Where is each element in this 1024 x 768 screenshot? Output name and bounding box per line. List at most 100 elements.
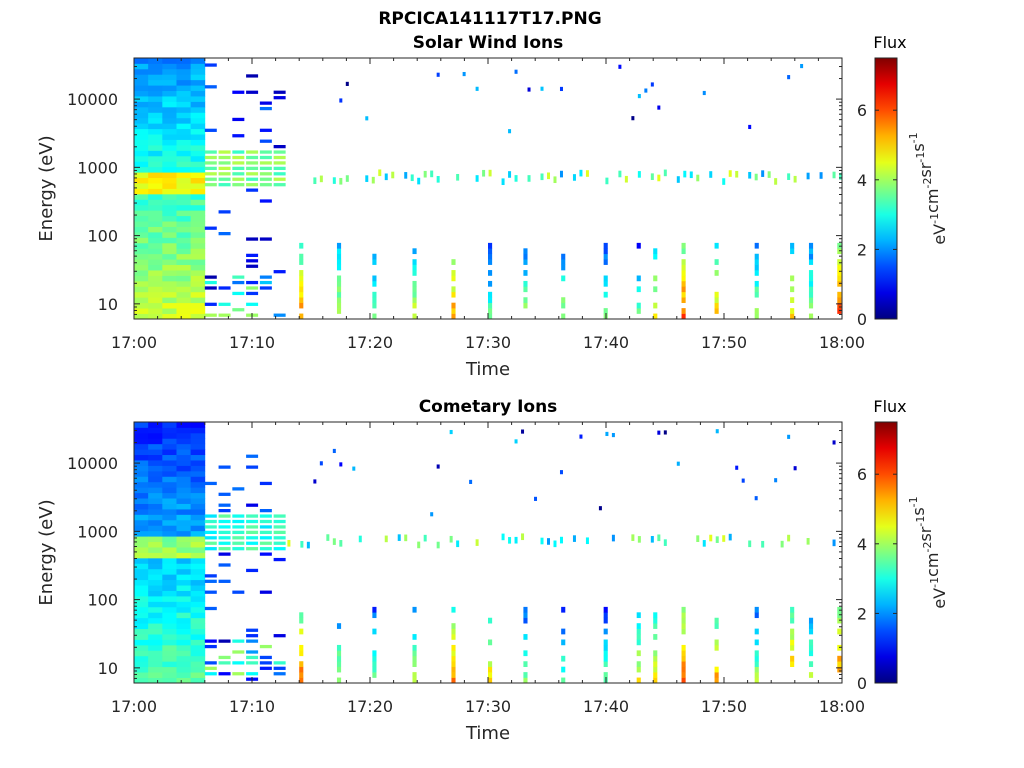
spectrogram-cell [808,617,814,624]
spectrogram-cell [605,177,609,185]
spectrogram-cell [148,139,163,146]
spectrogram-cell [148,644,163,651]
spectrogram-cell [246,541,259,545]
spectrogram-cell [246,519,259,524]
spectrogram-cell [190,509,206,515]
spectrogram-cell [657,105,661,110]
spectrogram-cell [653,677,658,683]
spectrogram-cell [176,286,192,293]
spectrogram-cell [176,650,192,657]
spectrogram-cell [134,150,149,157]
spectrogram-cell [176,264,192,271]
colorbar-title: Flux [873,33,906,52]
spectrogram-cell [572,174,576,181]
spectrogram-cell [451,666,456,673]
spectrogram-cell [412,291,417,298]
spectrogram-cell [299,242,304,249]
spectrogram-cell [162,503,177,510]
spectrogram-cell [523,248,528,255]
spectrogram-cell [336,297,342,303]
spectrogram-cell [488,661,493,667]
spectrogram-cell [273,172,286,176]
spectrogram-cell [148,313,163,319]
spectrogram-cell [148,492,163,499]
spectrogram-cell [162,644,177,651]
spectrogram-cell [754,264,759,271]
spectrogram-cell [190,644,206,651]
spectrogram-cell [372,628,377,635]
spectrogram-cell [313,177,317,185]
spectrogram-cell [585,170,589,177]
spectrogram-cell [148,302,163,309]
spectrogram-cell [232,525,245,529]
spectrogram-cell [451,661,456,667]
spectrogram-cell [148,596,163,602]
spectrogram-cell [190,547,206,553]
spectrogram-cell [134,666,149,673]
spectrogram-cell [204,514,217,518]
spectrogram-cell [451,634,456,640]
spectrogram-cell [148,438,163,445]
spectrogram-cell [162,422,177,428]
spectrogram-cell [397,534,401,541]
spectrogram-cell [148,481,163,488]
spectrogram-cell [162,487,177,494]
spectrogram-cell [523,259,528,265]
spectrogram-cell [561,639,566,646]
spectrogram-cell [176,63,192,70]
spectrogram-cell [176,166,192,173]
spectrogram-cell [790,634,795,640]
spectrogram-cell [832,440,836,445]
spectrogram-cell [488,666,493,673]
spectrogram-cell [162,519,177,526]
spectrogram-cell [204,286,217,290]
spectrogram-cell [134,525,149,532]
axes: 10 100 1000 10000 17:00 17:10 17:20 17:30 17:40 1… [67,57,865,352]
spectrogram-cell [148,204,163,211]
spectrogram-cell [436,541,440,549]
spectrogram-cell [190,221,206,227]
spectrogram-cell [336,286,342,293]
spectrogram-cell [306,541,310,549]
spectrogram-cell [488,169,492,177]
spectrogram-cell [372,666,377,673]
spectrogram-cell [190,557,206,564]
spectrogram-cell [134,193,149,200]
spectrogram-cell [246,286,259,290]
spectrogram-cell [808,242,814,249]
spectrogram-cell [339,98,343,103]
spectrogram-cell [681,623,686,629]
spectrogram-cell [451,308,456,314]
spectrogram-cell [653,248,658,255]
spectrogram-cell [702,90,706,96]
spectrogram-cell [190,623,206,630]
x-tick-label: 17:30 [465,697,511,716]
spectrogram-cell [190,291,206,298]
spectrogram-cell [299,275,304,282]
spectrogram-cell [162,596,177,602]
spectrogram-cell [232,530,245,535]
spectrogram-cell [273,166,286,171]
spectrogram-cell [735,170,739,178]
spectrogram-cell [190,498,206,504]
spectrogram-cell [741,478,745,483]
spectrogram-cell [246,639,259,643]
spectrogram-cell [412,677,417,683]
spectrogram-cell [800,63,804,69]
spectrogram-cell [176,612,192,619]
spectrogram-cell [204,666,217,670]
spectrogram-cell [218,519,231,524]
spectrogram-cell [299,677,304,683]
spectrogram-cell [134,199,149,206]
spectrogram-cell [148,74,163,81]
spectrogram-cell [134,63,149,70]
spectrogram-cell [134,519,149,526]
spectrogram-cell [190,193,206,200]
spectrogram-cell [336,677,342,683]
spectrogram-cell [709,534,713,542]
spectrogram-cell [218,541,231,545]
spectrogram-cell [176,308,192,314]
spectrogram-cell [246,161,259,165]
spectrogram-cell [204,574,217,578]
spectrogram-cell [148,280,163,287]
